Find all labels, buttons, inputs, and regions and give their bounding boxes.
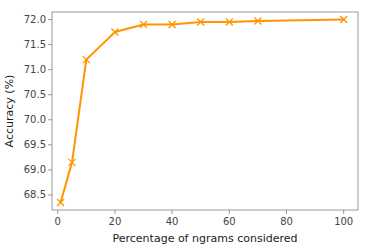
marker	[83, 56, 90, 63]
x-tick-label: 80	[280, 216, 293, 227]
y-tick	[48, 19, 52, 20]
y-tick-label: 69.5	[24, 139, 46, 150]
marker	[340, 16, 347, 23]
y-tick-label: 70.0	[24, 114, 46, 125]
y-tick-label: 68.5	[24, 189, 46, 200]
y-tick-label: 70.5	[24, 89, 46, 100]
y-tick	[48, 169, 52, 170]
line	[61, 20, 344, 203]
x-tick	[114, 210, 115, 214]
y-tick	[48, 194, 52, 195]
y-axis-label: Accuracy (%)	[3, 75, 16, 148]
plot-frame	[52, 12, 358, 210]
y-tick-label: 72.0	[24, 14, 46, 25]
x-tick-label: 100	[334, 216, 353, 227]
y-tick	[48, 144, 52, 145]
x-tick	[286, 210, 287, 214]
x-tick-label: 40	[166, 216, 179, 227]
y-tick-label: 71.0	[24, 64, 46, 75]
marker	[169, 21, 176, 28]
marker	[254, 18, 261, 25]
marker	[69, 159, 76, 166]
x-tick	[343, 210, 344, 214]
chart: 0 20 40 60 80 100 68.5 69.0 69.5 70.0 70.5 71.0 71.5…	[0, 0, 370, 250]
x-tick	[229, 210, 230, 214]
x-tick-label: 20	[109, 216, 122, 227]
y-tick-label: 71.5	[24, 39, 46, 50]
y-tick-label: 69.0	[24, 164, 46, 175]
marker	[140, 21, 147, 28]
marker	[226, 19, 233, 26]
marker	[111, 29, 118, 36]
y-tick	[48, 69, 52, 70]
x-axis-label: Percentage of ngrams considered	[113, 232, 298, 245]
data-group	[57, 16, 347, 206]
y-tick	[48, 44, 52, 45]
y-tick	[48, 94, 52, 95]
x-tick-label: 60	[223, 216, 236, 227]
marker	[57, 199, 64, 206]
x-tick	[57, 210, 58, 214]
y-tick	[48, 119, 52, 120]
x-tick	[172, 210, 173, 214]
marker	[197, 19, 204, 26]
x-tick-label: 0	[55, 216, 61, 227]
